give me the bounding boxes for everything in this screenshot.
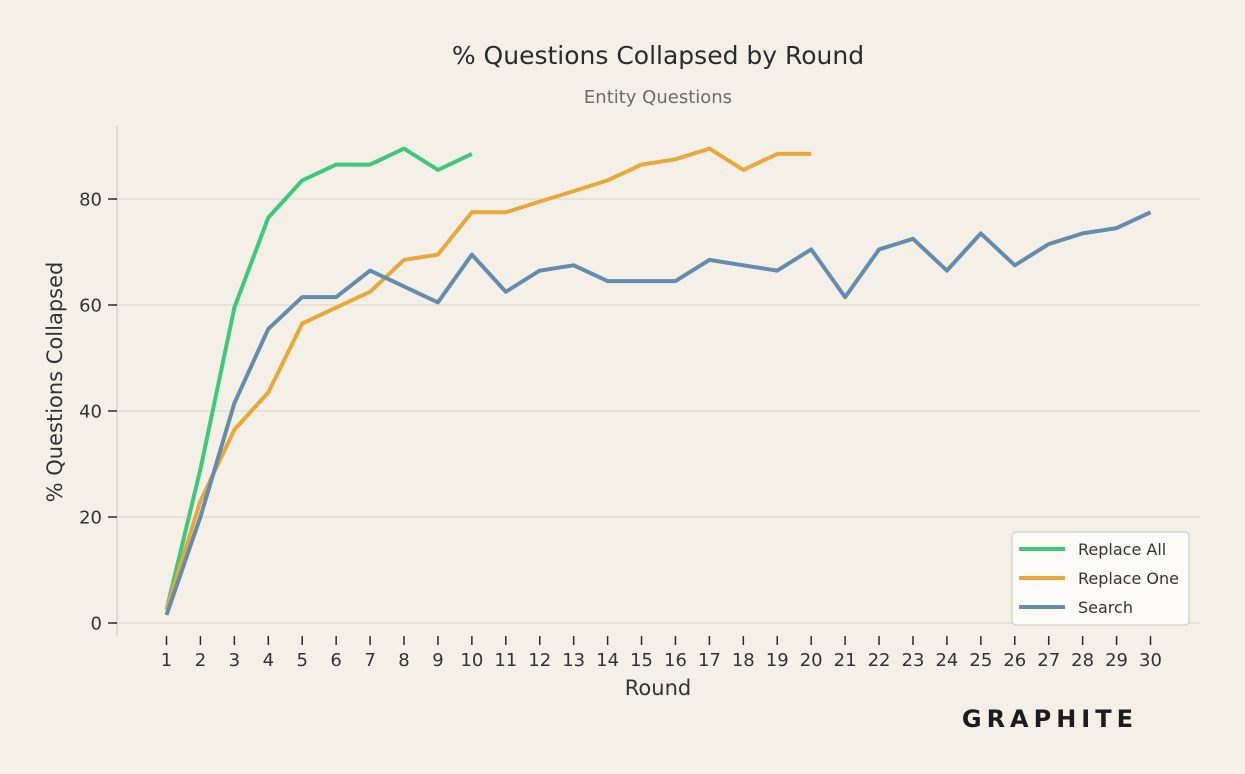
x-tick-label-23: 23	[902, 650, 925, 671]
x-tick-label-30: 30	[1139, 650, 1162, 671]
y-axis: 0 20 40 60 80	[79, 190, 117, 635]
x-tick-label-17: 17	[698, 650, 721, 671]
chart-title: % Questions Collapsed by Round	[452, 41, 864, 70]
x-tick-label-27: 27	[1037, 650, 1060, 671]
x-tick-label-6: 6	[330, 650, 341, 671]
x-tick-label-14: 14	[596, 650, 619, 671]
y-tick-label-0: 0	[91, 614, 102, 635]
series-line-replace-all	[164, 146, 473, 611]
x-tick-label-11: 11	[494, 650, 517, 671]
x-axis-label: Round	[625, 676, 691, 700]
x-tick-label-29: 29	[1105, 650, 1128, 671]
x-tick-label-5: 5	[296, 650, 307, 671]
x-tick-label-8: 8	[398, 650, 409, 671]
legend-label-search: Search	[1078, 598, 1133, 617]
series-lines	[164, 146, 1152, 616]
x-tick-label-28: 28	[1071, 650, 1094, 671]
legend-box	[1011, 531, 1190, 626]
legend-label-replace-one: Replace One	[1078, 569, 1179, 588]
x-tick-label-21: 21	[834, 650, 857, 671]
x-tick-label-12: 12	[528, 650, 551, 671]
x-tick-label-1: 1	[161, 650, 172, 671]
x-tick-label-9: 9	[432, 650, 443, 671]
x-tick-label-3: 3	[229, 650, 240, 671]
x-tick-label-22: 22	[868, 650, 891, 671]
x-tick-label-18: 18	[732, 650, 755, 671]
y-tick-label-80: 80	[79, 190, 102, 211]
x-tick-label-10: 10	[460, 650, 483, 671]
x-tick-label-20: 20	[800, 650, 823, 671]
x-tick-label-16: 16	[664, 650, 687, 671]
legend-label-replace-all: Replace All	[1078, 540, 1166, 559]
x-tick-label-7: 7	[364, 650, 375, 671]
y-tick-label-20: 20	[79, 508, 102, 529]
x-tick-label-4: 4	[263, 650, 274, 671]
x-tick-label-24: 24	[935, 650, 958, 671]
y-tick-label-60: 60	[79, 296, 102, 317]
x-tick-label-19: 19	[766, 650, 789, 671]
chart-subtitle: Entity Questions	[584, 87, 732, 108]
x-tick-label-26: 26	[1003, 650, 1026, 671]
series-line-replace-one	[164, 146, 812, 611]
y-axis-label: % Questions Collapsed	[43, 262, 67, 503]
x-tick-label-25: 25	[969, 650, 992, 671]
series-line-search	[164, 210, 1152, 616]
y-tick-label-40: 40	[79, 402, 102, 423]
x-tick-label-15: 15	[630, 650, 653, 671]
x-tick-label-13: 13	[562, 650, 585, 671]
graphite-logo: GRAPHITE	[962, 705, 1138, 733]
x-tick-label-2: 2	[195, 650, 206, 671]
x-axis: 1 2 3 4 5 6 7 8 9 10 11 12 13 14 15 16 17 18 19 20 21 22 23 24 2…	[161, 636, 1162, 671]
legend: Replace All Replace One Search	[1011, 531, 1190, 626]
